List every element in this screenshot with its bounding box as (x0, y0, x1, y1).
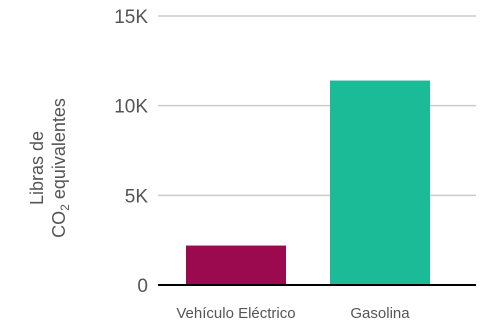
y-axis-label-co: CO (49, 211, 69, 238)
bar-gasoline (330, 80, 430, 285)
y-tick-labels: 0 5K 10K 15K (114, 7, 148, 297)
y-tick-label: 0 (137, 276, 148, 297)
y-axis-label-line2: CO2 equivalentes (49, 98, 72, 238)
y-tick-label: 15K (114, 7, 148, 28)
y-axis-label-line1: Libras de (27, 131, 47, 205)
y-tick-label: 5K (125, 186, 149, 207)
bar-electric (186, 245, 286, 285)
x-category-labels: Vehículo Eléctrico Gasolina (176, 305, 410, 322)
y-axis-label-rest: equivalentes (49, 98, 69, 204)
y-tick-label: 10K (114, 97, 148, 118)
y-axis-label-subscript: 2 (58, 204, 72, 211)
x-category-label: Gasolina (350, 305, 410, 322)
bars (186, 80, 430, 285)
x-category-label: Vehículo Eléctrico (176, 305, 295, 322)
y-axis-label: Libras de CO2 equivalentes (27, 98, 72, 238)
